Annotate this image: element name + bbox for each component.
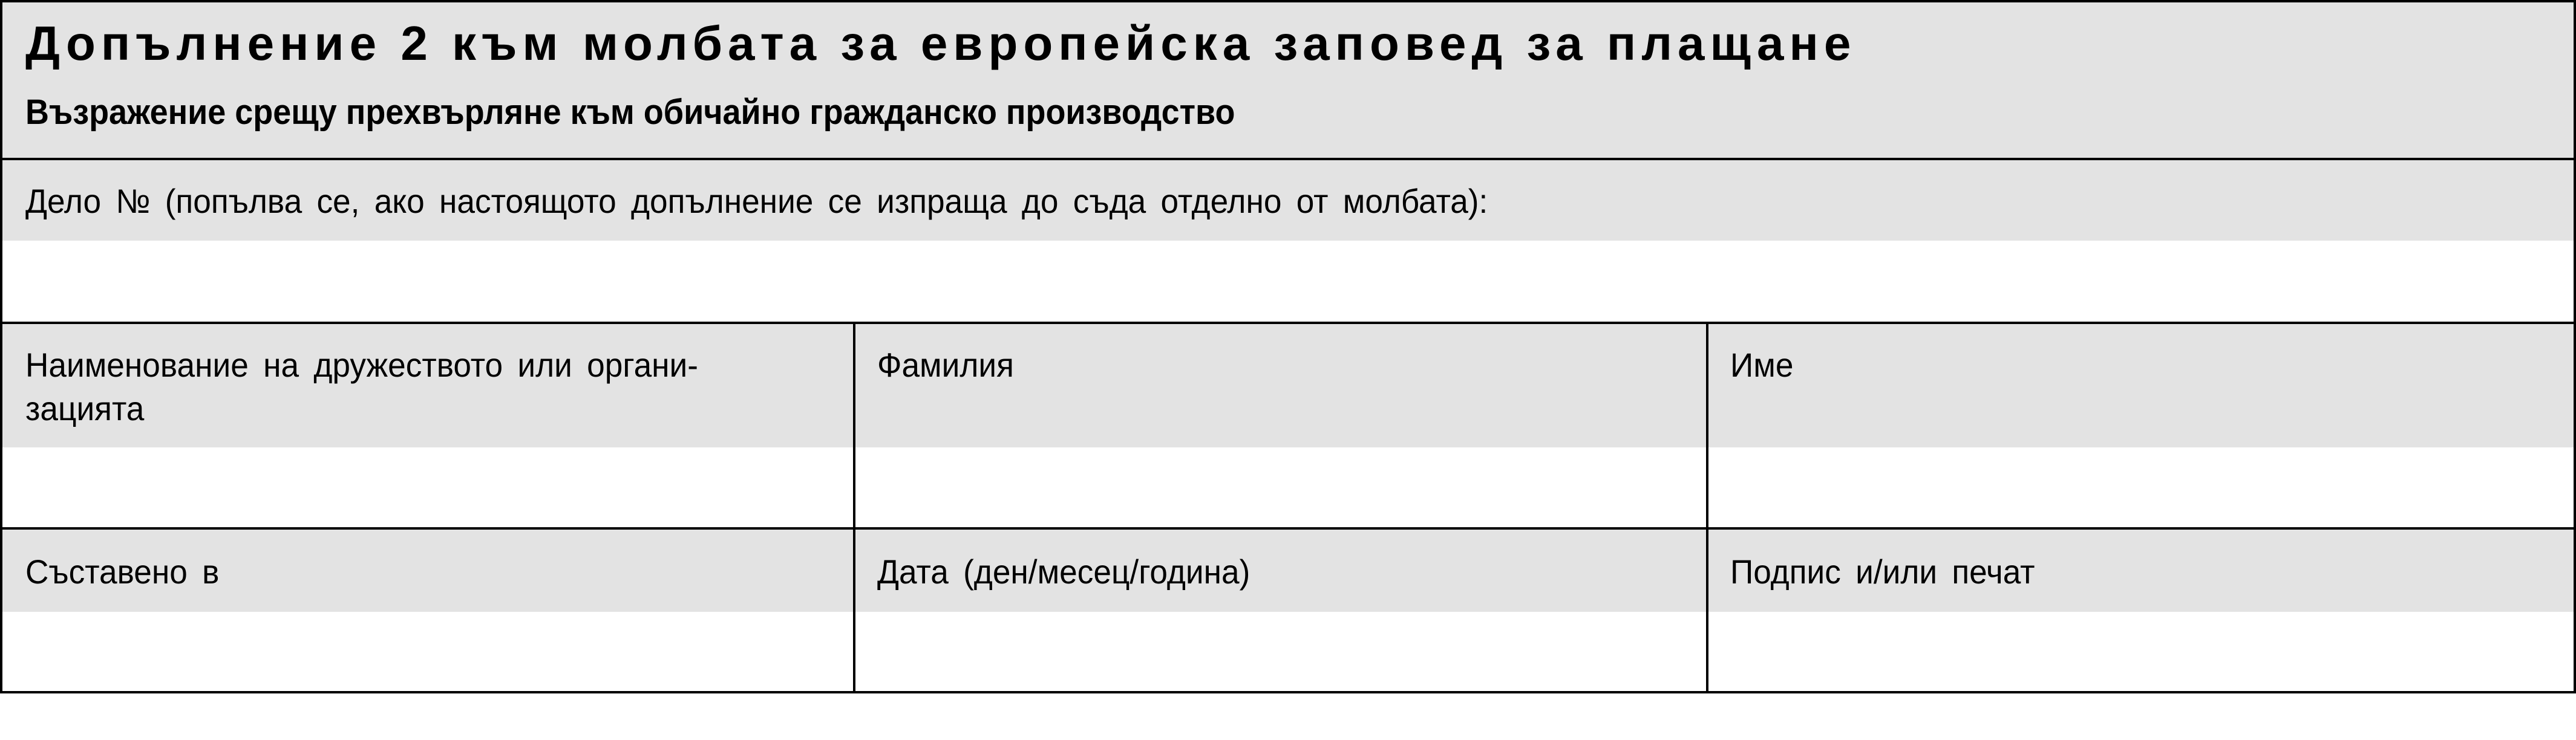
divider <box>2 158 2574 160</box>
form-header: Допълнение 2 към молбата за европейска з… <box>2 2 2574 158</box>
first-name-input[interactable] <box>1708 447 2574 527</box>
divider <box>2 322 2574 324</box>
date-label: Дата (ден/месец/година) <box>877 553 1250 591</box>
surname-input[interactable] <box>855 447 1706 527</box>
row-1-labels: Наименование на дружеството или органи-з… <box>2 324 2574 447</box>
form-title: Допълнение 2 към молбата за европейска з… <box>25 16 1857 70</box>
company-name-input[interactable] <box>2 447 853 527</box>
case-number-label: Дело № (попълва се, ако настоящото допъл… <box>25 182 1488 220</box>
company-name-label-line-1: Наименование на дружеството или органи- <box>25 346 698 384</box>
column-divider <box>1706 324 1708 691</box>
place-label: Съставено в <box>25 553 220 591</box>
column-divider <box>853 324 855 691</box>
date-input[interactable] <box>855 612 1706 691</box>
form-subtitle: Възражение срещу прехвърляне към обичайн… <box>25 92 1235 132</box>
row-2-labels: Съставено в Дата (ден/месец/година) Подп… <box>2 530 2574 612</box>
company-name-label-line-2: зацията <box>25 389 145 427</box>
divider <box>2 527 2574 530</box>
signature-label: Подпис и/или печат <box>1730 553 2035 591</box>
first-name-label: Име <box>1730 346 1794 384</box>
signature-input[interactable] <box>1708 612 2574 691</box>
objection-form: Допълнение 2 към молбата за европейска з… <box>0 0 2576 693</box>
case-number-input[interactable] <box>2 241 2574 322</box>
case-number-label-cell: Дело № (попълва се, ако настоящото допъл… <box>2 160 2574 241</box>
surname-label: Фамилия <box>877 346 1014 384</box>
place-input[interactable] <box>2 612 853 691</box>
company-name-label: Наименование на дружеството или органи-з… <box>25 343 698 430</box>
